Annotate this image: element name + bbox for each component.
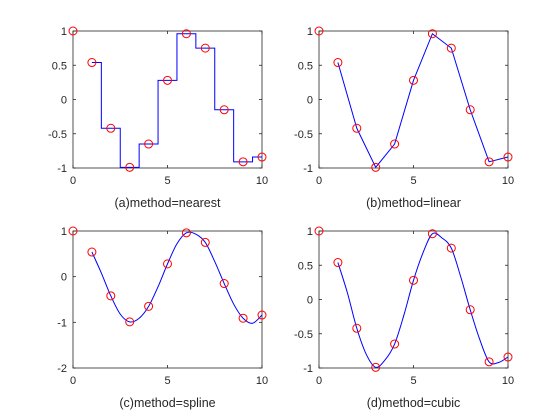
y-tick-label: 0 bbox=[307, 295, 313, 307]
y-tick-label: -2 bbox=[57, 363, 67, 375]
subplot-cubic: 0 5 10 -1 -0.5 0 0.5 1 (d)method=cubic bbox=[294, 226, 514, 410]
sample-point bbox=[465, 305, 475, 315]
sample-point bbox=[238, 157, 248, 167]
axes-frame bbox=[72, 230, 263, 369]
sample-point bbox=[68, 26, 78, 36]
subplot-caption: (c)method=spline bbox=[119, 396, 215, 410]
interpolated-curve bbox=[91, 231, 263, 324]
sample-point bbox=[314, 26, 324, 36]
x-tick-label: 5 bbox=[164, 175, 170, 187]
interpolated-curve bbox=[91, 33, 262, 168]
sample-point bbox=[390, 339, 400, 349]
sample-point bbox=[257, 152, 267, 162]
sample-point bbox=[181, 29, 191, 39]
sample-point bbox=[163, 75, 172, 85]
x-tick-label: 5 bbox=[410, 175, 416, 187]
sample-point bbox=[371, 162, 381, 172]
subplot-caption: (d)method=cubic bbox=[367, 396, 460, 410]
sample-point bbox=[106, 123, 116, 133]
x-tick-label: 10 bbox=[256, 375, 268, 387]
sample-point bbox=[125, 162, 135, 172]
sample-point bbox=[465, 105, 475, 115]
sample-point bbox=[427, 229, 437, 239]
sample-point bbox=[163, 259, 172, 269]
sample-point bbox=[503, 352, 513, 362]
y-tick-label: -0.5 bbox=[294, 129, 313, 141]
x-tick-label: 0 bbox=[70, 175, 76, 187]
sample-point bbox=[181, 228, 191, 238]
y-tick-label: 0.5 bbox=[298, 260, 313, 272]
sample-point bbox=[352, 323, 362, 333]
sample-point bbox=[409, 75, 418, 85]
subplot-caption: (a)method=nearest bbox=[115, 196, 221, 210]
y-tick-label: -1 bbox=[57, 317, 67, 329]
axes-frame bbox=[318, 230, 509, 369]
x-tick-label: 0 bbox=[70, 375, 76, 387]
sample-point bbox=[257, 310, 267, 320]
sample-point bbox=[144, 139, 154, 149]
x-tick-label: 10 bbox=[256, 175, 268, 187]
axes-frame bbox=[318, 30, 509, 169]
x-tick-label: 10 bbox=[502, 375, 514, 387]
y-tick-label: 1 bbox=[61, 226, 67, 238]
sample-point bbox=[409, 275, 418, 285]
x-tick-label: 0 bbox=[316, 375, 322, 387]
sample-point bbox=[219, 105, 229, 115]
sample-point bbox=[68, 226, 78, 236]
y-tick-label: -1 bbox=[303, 363, 313, 375]
sample-point bbox=[87, 247, 97, 257]
y-tick-label: 0.5 bbox=[52, 60, 67, 72]
sample-point bbox=[106, 291, 116, 301]
y-tick-label: 0 bbox=[307, 95, 313, 107]
sample-point bbox=[125, 317, 135, 327]
x-tick-label: 5 bbox=[164, 375, 170, 387]
sample-point bbox=[484, 157, 494, 167]
y-tick-label: 1 bbox=[307, 26, 313, 38]
sample-point bbox=[333, 58, 343, 68]
y-tick-label: -0.5 bbox=[48, 129, 67, 141]
subplot-caption: (b)method=linear bbox=[366, 196, 461, 210]
y-tick-label: 0.5 bbox=[298, 60, 313, 72]
sample-point bbox=[352, 123, 362, 133]
x-tick-label: 0 bbox=[316, 175, 322, 187]
sample-point bbox=[484, 357, 494, 367]
x-tick-label: 10 bbox=[502, 175, 514, 187]
x-tick-label: 5 bbox=[410, 375, 416, 387]
sample-point bbox=[200, 43, 210, 53]
y-tick-label: 1 bbox=[307, 226, 313, 238]
subplot-nearest: 0 5 10 -1 -0.5 0 0.5 1 (a)method=nearest bbox=[48, 26, 268, 210]
sample-point bbox=[371, 362, 381, 372]
sample-point bbox=[200, 237, 210, 247]
sample-point bbox=[390, 139, 400, 149]
sample-point bbox=[446, 43, 456, 53]
y-tick-label: -1 bbox=[57, 163, 67, 175]
sample-point bbox=[446, 243, 456, 253]
sample-point bbox=[314, 226, 324, 236]
sample-point bbox=[219, 279, 229, 289]
sample-point bbox=[87, 58, 97, 68]
subplot-linear: 0 5 10 -1 -0.5 0 0.5 1 (b)method=linear bbox=[294, 26, 514, 210]
subplot-spline: 0 5 10 -2 -1 0 1 (c)method=spline bbox=[57, 226, 268, 410]
y-tick-label: -0.5 bbox=[294, 329, 313, 341]
y-tick-label: 0 bbox=[61, 95, 67, 107]
y-tick-label: 0 bbox=[61, 272, 67, 284]
y-tick-label: 1 bbox=[61, 26, 67, 38]
y-tick-label: -1 bbox=[303, 163, 313, 175]
sample-point bbox=[427, 29, 437, 39]
sample-point bbox=[144, 301, 154, 311]
sample-point bbox=[503, 152, 513, 162]
interpolated-curve bbox=[337, 232, 509, 368]
sample-point bbox=[333, 258, 343, 268]
interpolated-curve bbox=[337, 32, 509, 169]
sample-point bbox=[238, 313, 248, 323]
